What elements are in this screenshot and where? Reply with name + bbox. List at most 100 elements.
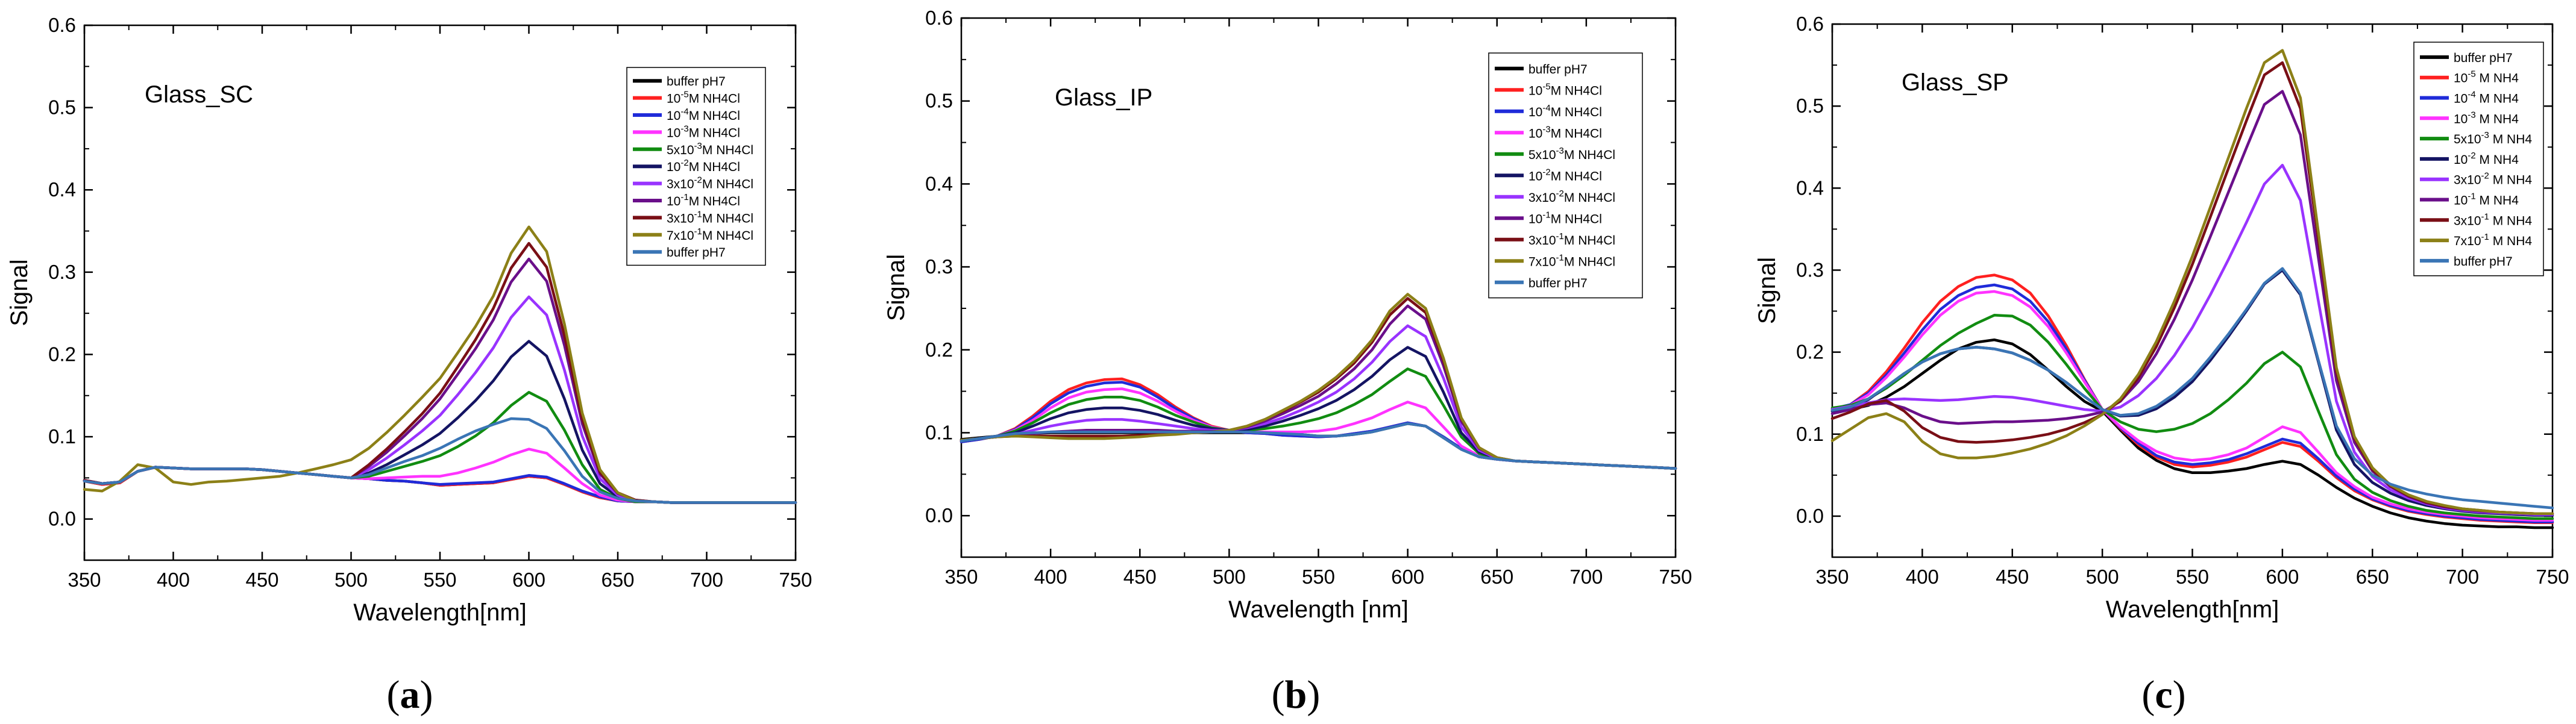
x-tick-label: 650 bbox=[2356, 566, 2389, 588]
panel-annotation: Glass_SP bbox=[1902, 69, 2009, 96]
y-tick-label: 0.1 bbox=[1796, 423, 1824, 445]
x-tick-label: 600 bbox=[1391, 566, 1424, 588]
series-line-8 bbox=[960, 304, 1677, 470]
series-line-10 bbox=[960, 293, 1677, 470]
legend-entry: 10-1M NH4Cl bbox=[667, 192, 740, 208]
series-line-1 bbox=[1830, 338, 2554, 529]
x-tick-label: 550 bbox=[2176, 566, 2209, 588]
legend-entry: 10-2M NH4Cl bbox=[1528, 167, 1602, 183]
x-tick-label: 350 bbox=[944, 566, 978, 588]
legend-entry: 5x10-3M NH4Cl bbox=[1528, 146, 1615, 162]
chart-panel-3: 350 400 450 500 550 600 650 700 750 0.0 0.1 0.2 0.3 0… bbox=[1754, 13, 2569, 717]
y-tick-label: 0.4 bbox=[925, 172, 953, 195]
legend-entry: 10-3M NH4Cl bbox=[667, 123, 740, 140]
legend-entry: 5x10-3 M NH4 bbox=[2454, 130, 2532, 146]
legend-entry: 10-4 M NH4 bbox=[2454, 90, 2519, 106]
legend-entry: buffer pH7 bbox=[2454, 51, 2513, 65]
legend-entry: 3x10-1M NH4Cl bbox=[1528, 231, 1615, 248]
y-tick-label: 0.0 bbox=[925, 504, 953, 526]
series-line-11 bbox=[83, 417, 797, 504]
x-tick-label: 450 bbox=[245, 569, 278, 591]
legend-entry: 10-1M NH4Cl bbox=[1528, 210, 1602, 226]
y-axis-label: Signal bbox=[883, 254, 909, 321]
y-tick-label: 0.0 bbox=[1796, 505, 1824, 527]
series-line-2 bbox=[1830, 273, 2554, 525]
x-tick-label: 500 bbox=[2086, 566, 2119, 588]
panel-annotation: Glass_SC bbox=[145, 81, 253, 108]
legend-entry: 3x10-1M NH4Cl bbox=[667, 209, 753, 225]
series-line-5 bbox=[960, 367, 1677, 470]
series-line-9 bbox=[960, 297, 1677, 470]
y-tick-label: 0.3 bbox=[1796, 258, 1824, 281]
y-tick-label: 0.6 bbox=[48, 14, 76, 36]
x-tick-label: 600 bbox=[512, 569, 545, 591]
series-line-10 bbox=[83, 225, 797, 504]
legend-entry: buffer pH7 bbox=[667, 246, 726, 260]
series-line-6 bbox=[960, 346, 1677, 470]
series-line-6 bbox=[83, 340, 797, 504]
series-line-3 bbox=[1830, 283, 2554, 523]
legend-entry: 10-2M NH4Cl bbox=[667, 158, 740, 174]
x-tick-label: 500 bbox=[335, 569, 368, 591]
legend-entry: buffer pH7 bbox=[2454, 255, 2513, 269]
legend-entry: buffer pH7 bbox=[667, 75, 726, 89]
x-tick-label: 750 bbox=[1659, 566, 1692, 588]
legend-entry: 10-5 M NH4 bbox=[2454, 69, 2519, 86]
y-tick-label: 0.1 bbox=[925, 421, 953, 443]
x-tick-label: 350 bbox=[68, 569, 101, 591]
legend-entry: 10-4M NH4Cl bbox=[667, 107, 740, 123]
y-tick-label: 0.2 bbox=[48, 343, 76, 365]
legend-entry: 10-3M NH4Cl bbox=[1528, 124, 1602, 140]
x-tick-label: 550 bbox=[1302, 566, 1335, 588]
x-tick-label: 600 bbox=[2266, 566, 2299, 588]
x-axis-label: Wavelength[nm] bbox=[353, 599, 527, 626]
series-line-4 bbox=[83, 448, 797, 504]
legend-entry: 3x10-2 M NH4 bbox=[2454, 171, 2532, 187]
chart-panel-1: 350 400 450 500 550 600 650 700 750 0.0 0.1 0.2 0.3 0… bbox=[6, 14, 812, 717]
y-tick-label: 0.3 bbox=[925, 255, 953, 278]
panel-label: (b) bbox=[1272, 673, 1321, 717]
x-tick-label: 500 bbox=[1213, 566, 1246, 588]
x-tick-label: 550 bbox=[423, 569, 456, 591]
legend-entry: 7x10-1 M NH4 bbox=[2454, 232, 2532, 248]
x-tick-label: 750 bbox=[779, 569, 812, 591]
y-tick-label: 0.6 bbox=[1796, 13, 1824, 35]
x-tick-label: 750 bbox=[2536, 566, 2569, 588]
legend-entry: 10-3 M NH4 bbox=[2454, 110, 2519, 126]
y-tick-label: 0.3 bbox=[48, 261, 76, 283]
series-line-6 bbox=[1830, 269, 2554, 517]
y-tick-label: 0.5 bbox=[48, 96, 76, 119]
x-tick-label: 400 bbox=[1034, 566, 1067, 588]
x-tick-label: 400 bbox=[157, 569, 190, 591]
legend-entry: 10-2 M NH4 bbox=[2454, 151, 2519, 167]
panel-label: (c) bbox=[2141, 673, 2185, 717]
y-tick-label: 0.1 bbox=[48, 425, 76, 448]
panel-label: (a) bbox=[387, 673, 433, 717]
x-tick-label: 650 bbox=[601, 569, 634, 591]
x-axis-label: Wavelength[nm] bbox=[2106, 596, 2279, 623]
series-line-11 bbox=[960, 422, 1677, 470]
x-tick-label: 450 bbox=[1123, 566, 1157, 588]
y-tick-label: 0.5 bbox=[925, 90, 953, 112]
series-line-8 bbox=[83, 257, 797, 504]
legend-entry: buffer pH7 bbox=[1528, 276, 1588, 290]
legend-entry: 10-5M NH4Cl bbox=[1528, 81, 1602, 98]
legend-entry: 7x10-1M NH4Cl bbox=[1528, 252, 1615, 269]
series-line-5 bbox=[1830, 314, 2554, 520]
series-line-9 bbox=[83, 242, 797, 504]
series-line-11 bbox=[1830, 267, 2554, 510]
legend-entry: 5x10-3M NH4Cl bbox=[667, 141, 753, 157]
legend-entry: 10-1 M NH4 bbox=[2454, 192, 2519, 208]
y-tick-label: 0.2 bbox=[1796, 341, 1824, 363]
x-tick-label: 650 bbox=[1480, 566, 1513, 588]
x-tick-label: 700 bbox=[1569, 566, 1603, 588]
x-tick-label: 450 bbox=[1996, 566, 2029, 588]
y-axis-label: Signal bbox=[6, 259, 33, 326]
panel-annotation: Glass_IP bbox=[1055, 84, 1152, 111]
y-tick-label: 0.0 bbox=[48, 508, 76, 530]
chart-panel-2: 350 400 450 500 550 600 650 700 750 0.0 0.1 0.2 0.3 0… bbox=[883, 7, 1692, 717]
x-tick-label: 400 bbox=[1906, 566, 1939, 588]
y-tick-label: 0.2 bbox=[925, 339, 953, 361]
legend-entry: 3x10-2M NH4Cl bbox=[1528, 189, 1615, 205]
